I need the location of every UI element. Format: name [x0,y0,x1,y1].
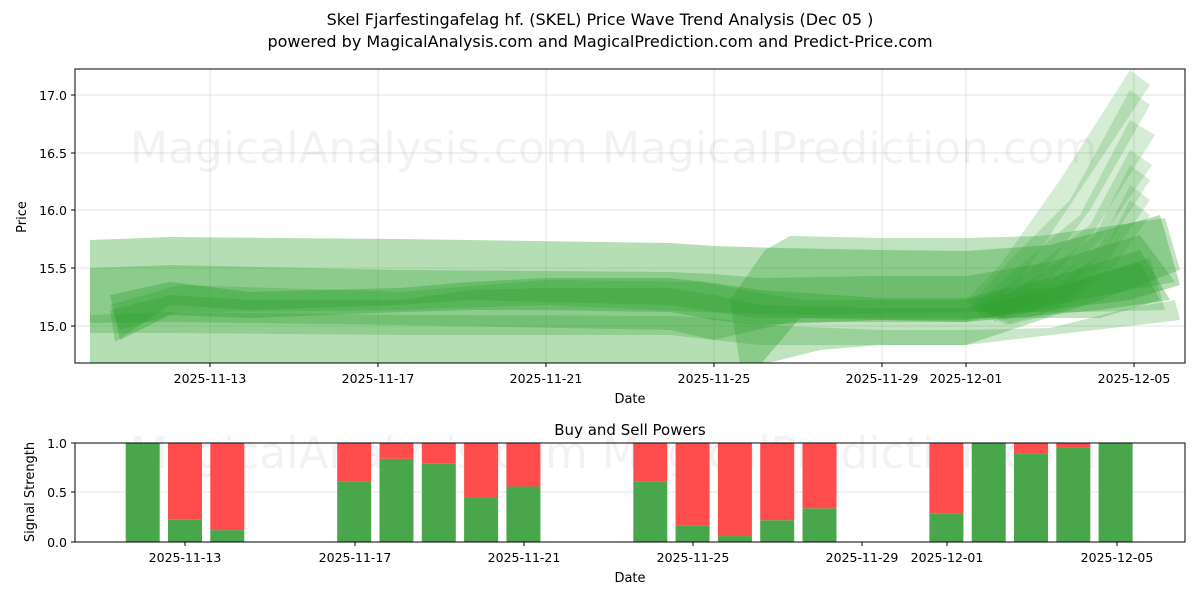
buy-bar [929,513,964,542]
buy-bar [1056,447,1091,542]
buy-bar [464,497,499,542]
svg-text:2025-12-01: 2025-12-01 [930,371,1003,386]
price-y-tick-labels: 17.0 16.5 16.0 15.5 15.0 [39,88,67,334]
sell-bar [421,443,456,464]
svg-text:2025-11-21: 2025-11-21 [510,371,583,386]
buy-bar [210,530,245,542]
buy-bar [506,486,541,542]
sell-bar [802,443,837,509]
sell-bar [506,443,541,487]
signal-x-axis-label: Date [614,571,645,586]
svg-text:2025-11-17: 2025-11-17 [319,550,392,565]
buy-bar [760,520,795,542]
sell-bar [464,443,499,498]
svg-text:2025-11-29: 2025-11-29 [846,371,919,386]
svg-text:15.5: 15.5 [39,261,67,276]
buy-bar [802,508,837,542]
svg-text:2025-11-13: 2025-11-13 [174,371,247,386]
sell-bar [337,443,372,482]
svg-text:2025-11-17: 2025-11-17 [342,371,415,386]
sell-bar [1014,443,1048,454]
buy-bar [675,525,710,542]
watermark-analysis: MagicalAnalysis.com [130,123,588,174]
buy-bar [421,463,456,542]
sell-bar [210,443,245,531]
svg-text:2025-11-25: 2025-11-25 [657,550,730,565]
buy-bar [1014,453,1048,542]
price-y-axis-label: Price [15,201,30,233]
sell-bar [717,443,752,537]
sell-bar [929,443,964,514]
watermark-prediction: MagicalPrediction.com [602,123,1097,174]
buy-bar [633,481,668,542]
svg-text:0.5: 0.5 [47,485,67,500]
svg-text:2025-12-01: 2025-12-01 [911,550,984,565]
svg-text:2025-11-21: 2025-11-21 [488,550,561,565]
signal-y-ticks [71,442,75,543]
sell-bar [1056,443,1091,448]
chart-title: Skel Fjarfestingafelag hf. (SKEL) Price … [326,10,874,29]
signal-x-tick-labels: 2025-11-13 2025-11-17 2025-11-21 2025-11… [149,550,1154,565]
signal-chart-title: Buy and Sell Powers [554,421,706,439]
buy-bar [379,458,414,542]
buy-bar [168,519,202,542]
buy-bar [125,443,160,542]
price-y-ticks [71,94,75,327]
svg-text:2025-11-25: 2025-11-25 [678,371,751,386]
signal-chart: Buy and Sell Powers MagicalAnalysis.com … [23,421,1186,586]
price-x-tick-labels: 2025-11-13 2025-11-17 2025-11-21 2025-11… [174,371,1171,386]
svg-text:2025-12-05: 2025-12-05 [1081,550,1154,565]
price-chart: MagicalAnalysis.com MagicalPrediction.co… [15,68,1186,407]
sell-bar [633,443,668,482]
price-x-ticks [209,363,1135,367]
svg-text:2025-11-29: 2025-11-29 [826,550,899,565]
svg-text:1.0: 1.0 [47,436,67,451]
svg-text:16.5: 16.5 [39,146,67,161]
price-grid [75,69,1185,363]
buy-bar [1098,443,1133,542]
svg-text:2025-11-13: 2025-11-13 [149,550,222,565]
signal-bars [125,443,1133,542]
signal-x-ticks [184,542,1118,546]
chart-subtitle: powered by MagicalAnalysis.com and Magic… [267,32,933,51]
svg-text:0.0: 0.0 [47,535,67,550]
buy-bar [337,481,372,542]
svg-text:17.0: 17.0 [39,88,67,103]
buy-bar [971,443,1006,542]
wave-bands [90,70,1180,363]
svg-text:15.0: 15.0 [39,319,67,334]
svg-text:2025-12-05: 2025-12-05 [1098,371,1171,386]
price-x-axis-label: Date [614,392,645,407]
sell-bar [168,443,202,520]
sell-bar [379,443,414,459]
price-axes-frame [74,68,1186,364]
svg-text:16.0: 16.0 [39,203,67,218]
sell-bar [675,443,710,526]
sell-bar [760,443,795,521]
signal-y-tick-labels: 1.0 0.5 0.0 [47,436,67,550]
buy-bar [717,536,752,542]
signal-y-axis-label: Signal Strength [23,442,38,542]
